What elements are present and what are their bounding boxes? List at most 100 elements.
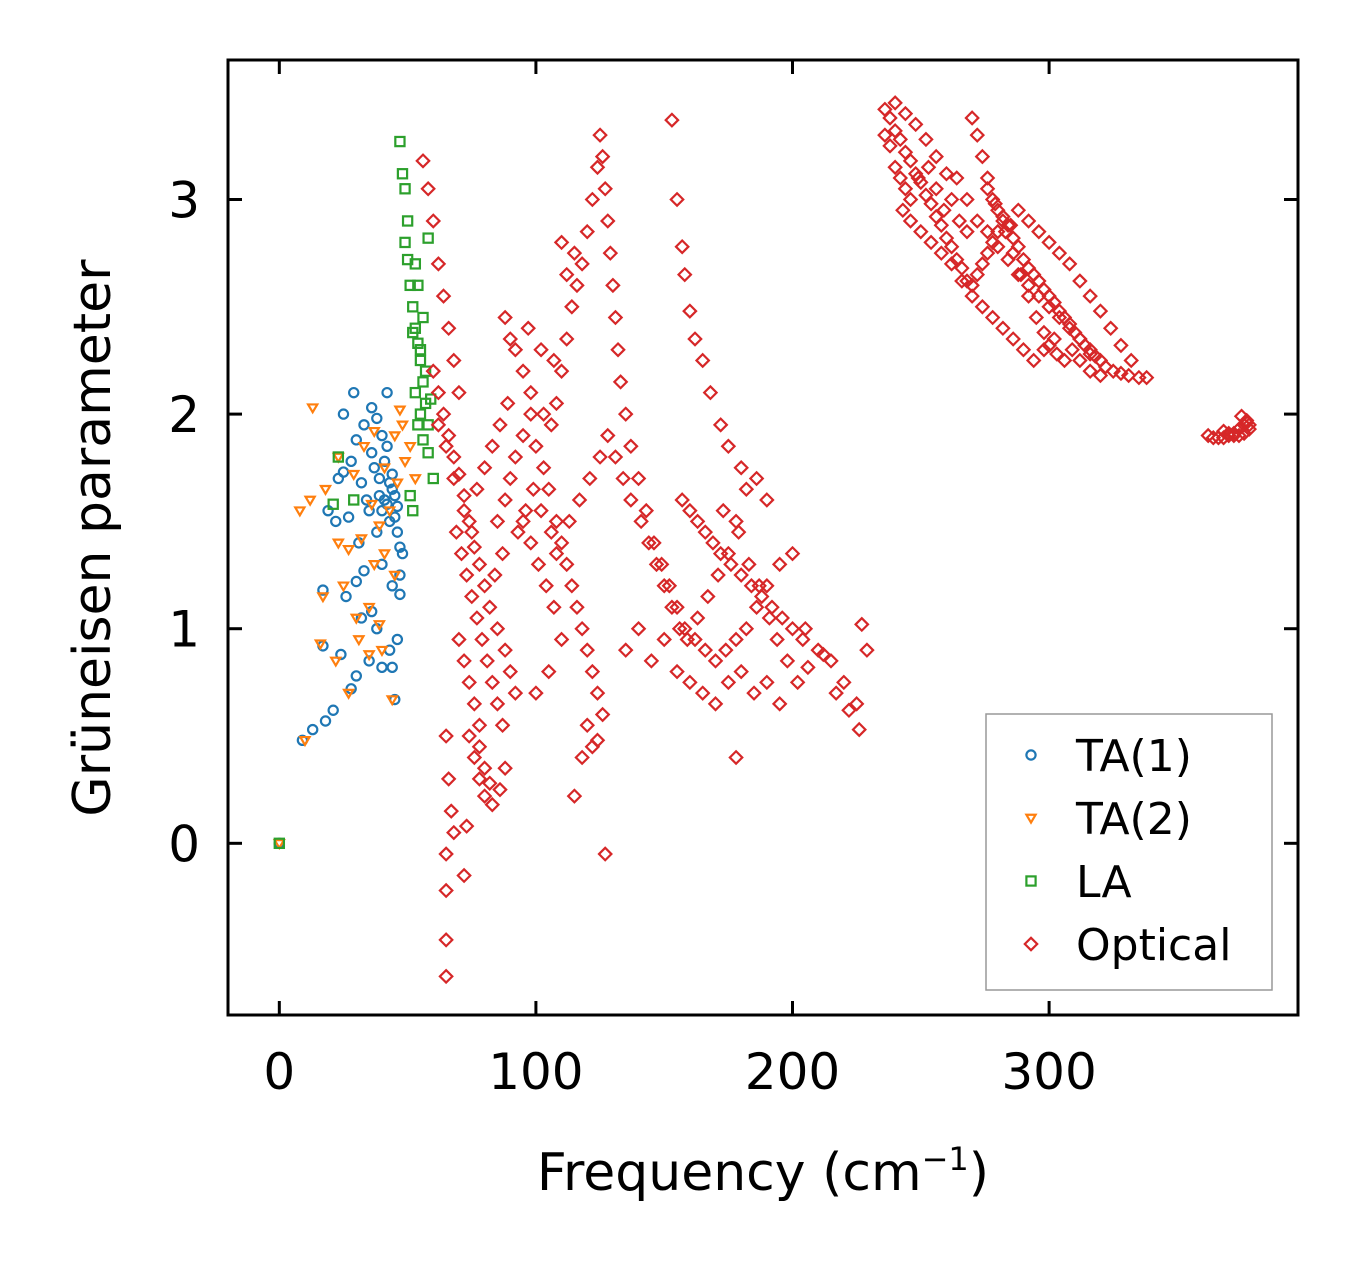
data-point bbox=[458, 818, 475, 834]
data-point bbox=[502, 331, 519, 347]
data-point bbox=[461, 728, 477, 744]
data-point bbox=[332, 451, 345, 463]
data-point bbox=[372, 620, 386, 632]
data-point bbox=[664, 112, 680, 128]
data-point bbox=[347, 469, 361, 481]
data-point bbox=[1226, 427, 1242, 444]
data-point bbox=[584, 663, 601, 680]
data-point bbox=[394, 135, 406, 148]
data-point bbox=[689, 610, 706, 626]
data-point bbox=[720, 438, 737, 455]
data-point bbox=[403, 441, 417, 454]
data-point bbox=[936, 202, 952, 218]
legend-label: TA(2) bbox=[1075, 794, 1192, 845]
data-point bbox=[316, 592, 330, 604]
data-point bbox=[523, 535, 539, 551]
data-point bbox=[579, 642, 595, 658]
data-point bbox=[385, 695, 399, 707]
data-point bbox=[435, 288, 452, 304]
data-point bbox=[373, 489, 386, 502]
data-point bbox=[489, 620, 506, 637]
data-point bbox=[535, 459, 552, 476]
data-point bbox=[674, 238, 690, 255]
data-point bbox=[1015, 341, 1032, 358]
data-point bbox=[479, 653, 495, 669]
legend-label: TA(1) bbox=[1075, 731, 1192, 782]
data-point bbox=[352, 635, 366, 647]
data-point bbox=[579, 223, 595, 240]
data-point bbox=[456, 653, 472, 669]
data-point bbox=[448, 524, 465, 540]
data-point bbox=[828, 685, 844, 701]
data-point bbox=[594, 706, 611, 723]
data-point bbox=[764, 599, 780, 616]
data-point bbox=[669, 191, 685, 208]
data-point bbox=[463, 524, 480, 540]
data-point bbox=[564, 578, 580, 594]
data-point bbox=[355, 477, 368, 489]
data-point bbox=[759, 674, 775, 691]
data-point bbox=[375, 645, 389, 657]
data-point bbox=[430, 384, 447, 401]
y-tick-label: 0 bbox=[168, 815, 200, 873]
legend-items: TA(1) TA(2) LA Optical bbox=[1023, 731, 1231, 971]
legend: TA(1) TA(2) LA Optical bbox=[985, 713, 1273, 991]
data-point bbox=[466, 539, 483, 555]
data-point bbox=[877, 127, 893, 143]
data-point bbox=[594, 148, 611, 165]
data-point bbox=[951, 213, 968, 229]
data-point bbox=[331, 452, 345, 464]
data-point bbox=[738, 481, 755, 497]
data-point bbox=[533, 502, 549, 519]
data-point bbox=[943, 238, 960, 255]
data-point bbox=[335, 648, 347, 661]
data-point bbox=[759, 492, 775, 508]
data-point bbox=[1010, 266, 1027, 283]
data-point bbox=[612, 374, 629, 390]
data-point bbox=[784, 545, 801, 562]
data-point bbox=[1013, 266, 1029, 283]
data-point bbox=[386, 580, 398, 592]
data-point bbox=[589, 159, 606, 176]
data-point bbox=[414, 408, 427, 420]
data-point bbox=[584, 191, 601, 208]
data-point bbox=[463, 588, 480, 605]
data-point bbox=[530, 556, 547, 573]
data-point bbox=[396, 168, 409, 180]
x-tick-label: 200 bbox=[745, 1043, 840, 1101]
data-point bbox=[815, 646, 832, 663]
data-point bbox=[362, 602, 376, 615]
data-point bbox=[720, 674, 737, 691]
data-point bbox=[438, 846, 454, 862]
data-point bbox=[398, 456, 412, 469]
axis-ticks: 0 100 200 300 0 1 2 3 bbox=[168, 60, 1298, 1101]
data-point bbox=[510, 524, 526, 540]
data-point bbox=[607, 449, 624, 465]
data-point bbox=[381, 386, 393, 399]
data-point bbox=[913, 174, 929, 191]
data-point bbox=[378, 455, 391, 468]
data-point bbox=[566, 245, 583, 261]
data-point bbox=[466, 749, 483, 766]
data-point bbox=[984, 309, 1001, 326]
data-point bbox=[746, 685, 762, 701]
data-point bbox=[643, 653, 660, 669]
data-point bbox=[412, 279, 424, 292]
data-point bbox=[1072, 273, 1088, 289]
legend-marker bbox=[1023, 936, 1039, 952]
data-point bbox=[661, 578, 678, 594]
data-point bbox=[440, 771, 457, 787]
data-point bbox=[543, 417, 560, 433]
data-point bbox=[733, 663, 749, 680]
data-point bbox=[306, 723, 319, 736]
data-point bbox=[393, 405, 407, 417]
data-point bbox=[887, 159, 903, 176]
data-point bbox=[471, 738, 488, 755]
data-point bbox=[892, 170, 909, 186]
data-point bbox=[979, 245, 996, 261]
data-point bbox=[761, 610, 778, 626]
data-point bbox=[959, 191, 975, 208]
y-tick-label: 2 bbox=[168, 386, 200, 444]
data-point bbox=[427, 472, 439, 485]
data-point bbox=[707, 653, 724, 669]
